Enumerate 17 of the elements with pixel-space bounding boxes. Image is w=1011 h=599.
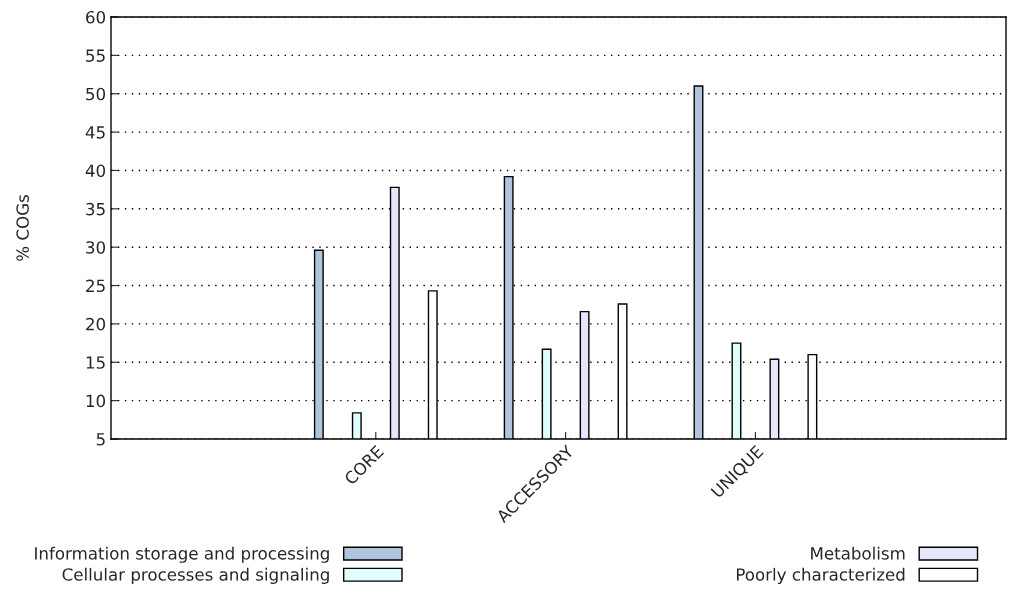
y-tick-label: 30 [86,241,106,254]
y-tick-label: 25 [86,279,105,293]
y-tick-label: 55 [86,49,105,62]
y-tick-label: 45 [85,126,105,139]
y-tick-label: 60 [86,10,106,24]
legend-label: Metabolism [811,546,905,560]
y-axis-title: % COGs [16,195,29,261]
y-tick-label: 35 [86,202,105,216]
y-tick-label: 50 [86,87,106,101]
y-tick-label: 5 [96,433,105,446]
y-tick-label: 10 [86,394,106,408]
y-tick-label: 15 [86,356,105,369]
y-tick-label: 20 [86,317,106,331]
legend-label: Poorly characterized [736,567,905,584]
legend-label: Information storage and processing [35,546,329,563]
legend-label: Cellular processes and signaling [62,567,329,584]
y-tick-label: 40 [85,164,106,178]
